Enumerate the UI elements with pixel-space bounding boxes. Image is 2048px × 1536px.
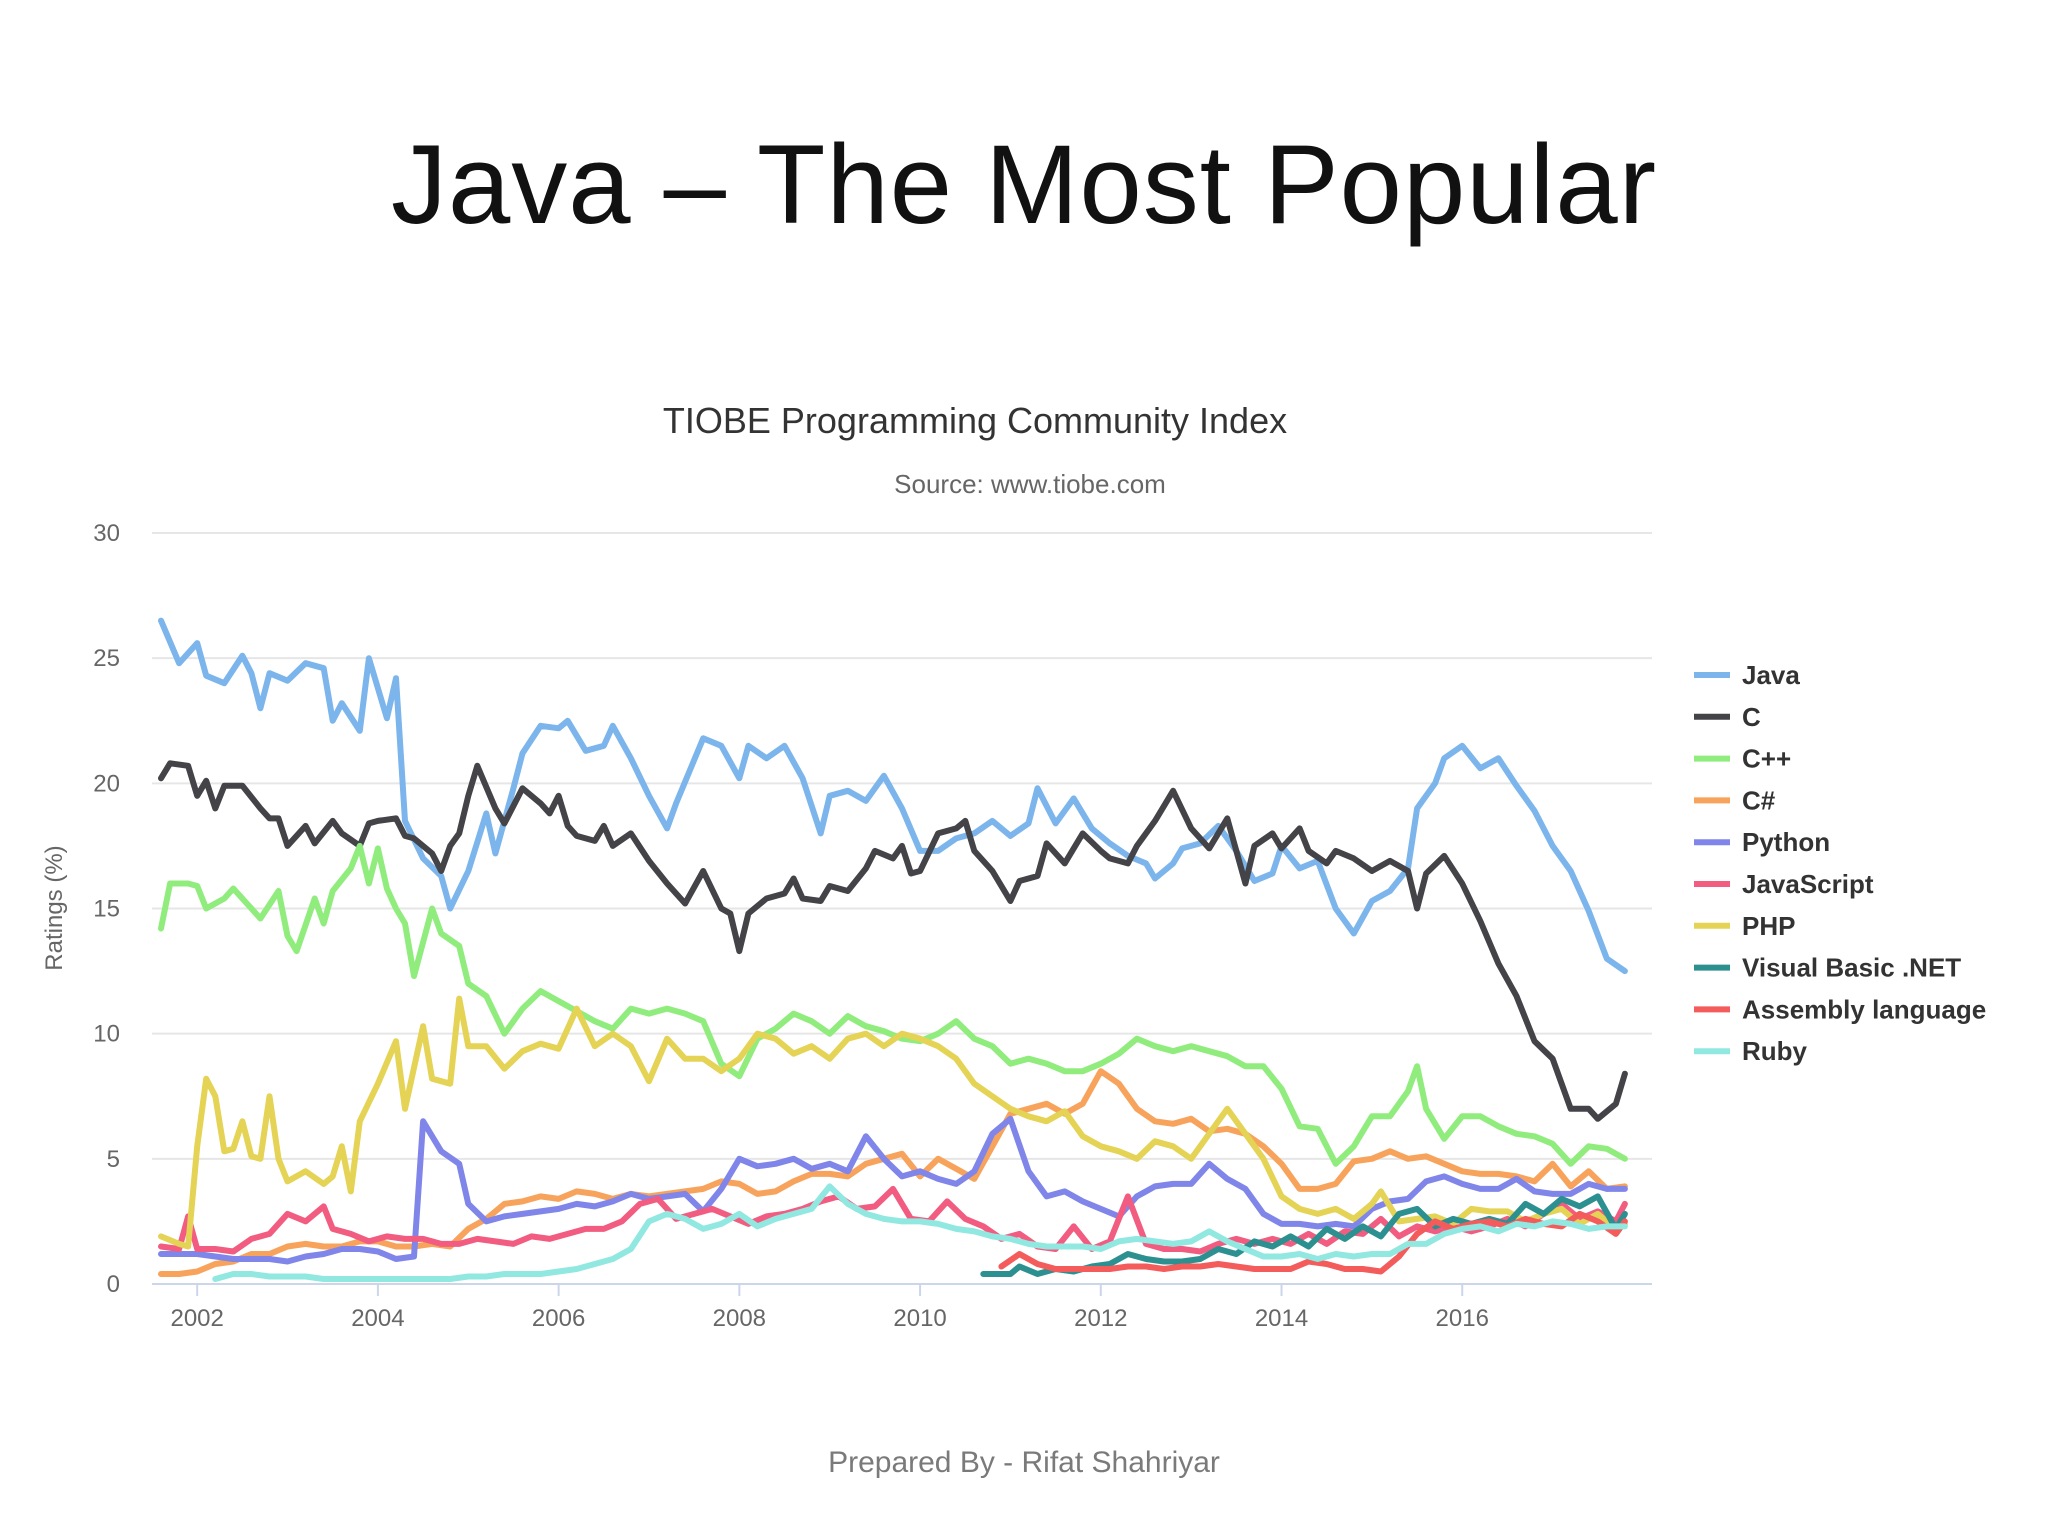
series-line-c — [158, 842, 1628, 1167]
series-line-assembly-language — [998, 1210, 1628, 1275]
x-tick-label: 2002 — [170, 1305, 223, 1332]
series-line-javascript — [158, 1185, 1628, 1255]
y-tick-label: 15 — [93, 896, 120, 923]
legend-label: C — [1742, 702, 1761, 732]
legend-item-java[interactable]: Java — [1694, 660, 1800, 690]
legend-label: Java — [1742, 660, 1800, 690]
series-line-php — [158, 995, 1628, 1250]
x-tick-label: 2014 — [1255, 1305, 1308, 1332]
legend-item-c[interactable]: C — [1694, 702, 1761, 732]
series-lines — [158, 617, 1628, 1282]
slide-title: Java – The Most Popular — [390, 122, 1658, 247]
legend-item-javascript[interactable]: JavaScript — [1694, 869, 1874, 899]
chart-subtitle: Source: www.tiobe.com — [894, 469, 1166, 499]
y-tick-label: 5 — [107, 1146, 120, 1173]
legend-label: C++ — [1742, 744, 1791, 774]
y-axis-label: Ratings (%) — [41, 845, 68, 970]
legend-item-c[interactable]: C++ — [1694, 744, 1791, 774]
y-tick-label: 0 — [107, 1271, 120, 1298]
chart-title: TIOBE Programming Community Index — [663, 400, 1287, 441]
x-tick-label: 2006 — [532, 1305, 585, 1332]
legend-item-ruby[interactable]: Ruby — [1694, 1036, 1808, 1066]
series-line-c — [158, 760, 1628, 1122]
x-tick-label: 2004 — [351, 1305, 404, 1332]
x-tick-label: 2008 — [713, 1305, 766, 1332]
x-axis-ticks: 2002 2004 2006 2008 2010 2012 2014 2016 — [170, 1284, 1489, 1332]
series-line-java — [158, 617, 1628, 975]
legend[interactable]: Java C C++ C# Python JavaScript PHP Visual Basi… — [1694, 660, 1986, 1066]
legend-label: C# — [1742, 785, 1776, 815]
x-tick-label: 2010 — [893, 1305, 946, 1332]
x-tick-label: 2012 — [1074, 1305, 1127, 1332]
y-tick-label: 25 — [93, 645, 120, 672]
legend-item-c[interactable]: C# — [1694, 785, 1776, 815]
x-tick-label: 2016 — [1436, 1305, 1489, 1332]
legend-item-python[interactable]: Python — [1694, 827, 1830, 857]
grid-lines — [152, 532, 1652, 1285]
legend-item-php[interactable]: PHP — [1694, 911, 1795, 941]
legend-item-assembly-language[interactable]: Assembly language — [1694, 994, 1986, 1024]
y-tick-label: 10 — [93, 1021, 120, 1048]
legend-item-visual-basic-net[interactable]: Visual Basic .NET — [1694, 953, 1961, 983]
legend-label: JavaScript — [1742, 869, 1874, 899]
series-line-c — [158, 1068, 1628, 1277]
footer-credit: Prepared By - Rifat Shahriyar — [828, 1446, 1220, 1479]
y-tick-label: 30 — [93, 520, 120, 547]
legend-label: Visual Basic .NET — [1742, 953, 1961, 983]
y-tick-label: 20 — [93, 770, 120, 797]
legend-label: Ruby — [1742, 1036, 1808, 1066]
legend-label: Assembly language — [1742, 994, 1986, 1024]
legend-label: PHP — [1742, 911, 1795, 941]
y-axis-ticks: 0 5 10 15 20 25 30 — [93, 520, 120, 1298]
legend-label: Python — [1742, 827, 1830, 857]
series-line-python — [158, 1115, 1628, 1265]
series-line-ruby — [212, 1183, 1628, 1282]
